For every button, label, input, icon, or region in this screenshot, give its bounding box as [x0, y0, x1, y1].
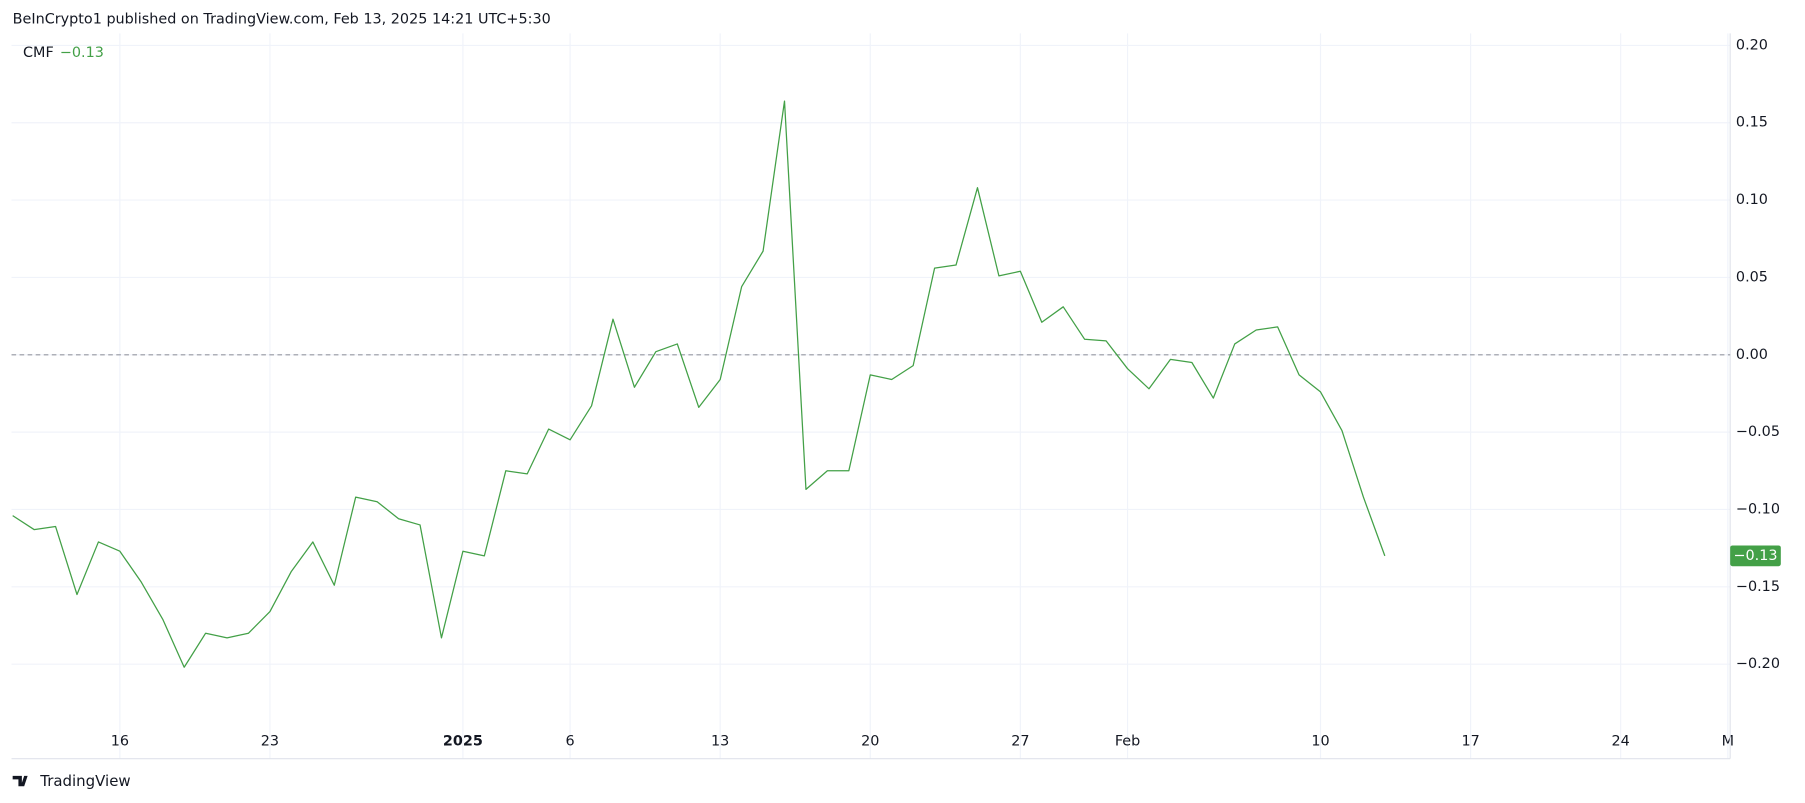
x-tick-label: 27: [1011, 733, 1029, 749]
footer-brand: TradingView: [39, 772, 130, 790]
x-tick-label: 23: [261, 733, 279, 749]
logo-mark: [12, 775, 28, 787]
y-tick-label: −0.05: [1736, 424, 1780, 440]
x-tick-label: 17: [1461, 733, 1479, 749]
x-tick-label: 10: [1311, 733, 1329, 749]
y-tick-label: −0.10: [1736, 501, 1780, 517]
y-tick-label: 0.15: [1736, 115, 1768, 131]
x-tick-label: 16: [111, 733, 129, 749]
legend-name: CMF: [23, 45, 54, 61]
x-tick-label: 2025: [443, 733, 483, 749]
x-tick-label: Feb: [1115, 733, 1140, 749]
cmf-line: [12, 100, 1386, 668]
last-value-label: −0.13: [1733, 548, 1777, 564]
legend-value: −0.13: [60, 45, 104, 61]
y-tick-label: 0.10: [1736, 192, 1768, 208]
publish-header: BeInCrypto1 published on TradingView.com…: [13, 12, 551, 28]
y-tick-label: 0.00: [1736, 347, 1768, 363]
footer-logo: TradingView: [12, 772, 131, 790]
last-value-tag: [1730, 545, 1781, 567]
grid: [11, 33, 1731, 759]
x-tick-label: 20: [861, 733, 879, 749]
x-tick-label: 24: [1612, 733, 1630, 749]
x-tick-label: 6: [566, 733, 575, 749]
y-tick-label: −0.15: [1736, 579, 1780, 595]
x-tick-label: 13: [711, 733, 729, 749]
y-tick-label: 0.05: [1736, 269, 1768, 285]
y-tick-label: −0.20: [1736, 656, 1780, 672]
y-tick-label: 0.20: [1736, 37, 1768, 53]
x-tick-label: M: [1722, 733, 1734, 749]
